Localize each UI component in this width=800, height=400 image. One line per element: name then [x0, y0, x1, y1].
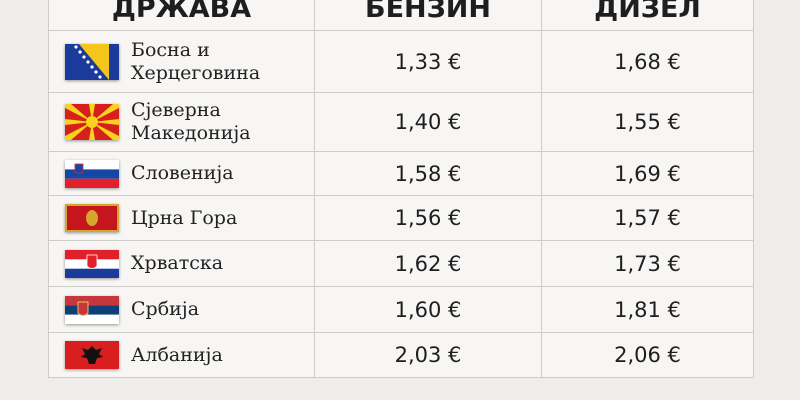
table-row: Србија 1,60 € 1,81 € — [49, 287, 753, 333]
diesel-price: 1,55 € — [614, 110, 681, 134]
country-name: Сјеверна Македонија — [131, 99, 251, 144]
diesel-price: 2,06 € — [614, 343, 681, 367]
table-row: Албанија 2,03 € 2,06 € — [49, 333, 753, 378]
petrol-price: 1,40 € — [315, 93, 542, 151]
table-row: Хрватска 1,62 € 1,73 € — [49, 241, 753, 287]
table-row: Сјеверна Македонија 1,40 € 1,55 € — [49, 93, 753, 152]
country-name: Црна Гора — [131, 206, 238, 229]
petrol-price: 1,56 € — [315, 196, 542, 240]
bosnia-flag-icon — [65, 43, 119, 80]
table-row: Црна Гора 1,56 € 1,57 € — [49, 196, 753, 241]
country-name: Србија — [131, 298, 200, 320]
croatia-flag-icon — [65, 249, 119, 278]
diesel-price: 1,69 € — [614, 161, 681, 186]
table-row: Босна и Херцеговина 1,33 € 1,68 € — [49, 31, 753, 93]
diesel-price: 1,57 € — [614, 206, 681, 230]
diesel-price: 1,73 € — [614, 251, 681, 276]
diesel-price: 1,81 € — [614, 297, 681, 322]
petrol-price: 1,58 € — [315, 152, 542, 195]
header-petrol: БЕНЗИН — [315, 0, 542, 30]
header-country: ДРЖАВА — [49, 0, 315, 30]
country-name: Босна и Херцеговина — [131, 38, 261, 84]
serbia-flag-icon — [65, 295, 119, 324]
petrol-price: 2,03 € — [315, 333, 542, 377]
diesel-price: 1,68 € — [614, 49, 681, 74]
north-macedonia-flag-icon — [65, 104, 119, 140]
montenegro-flag-icon — [65, 204, 119, 232]
petrol-price: 1,60 € — [315, 287, 542, 332]
petrol-price: 1,62 € — [315, 241, 542, 286]
country-name: Словенија — [131, 162, 234, 184]
table-row: Словенија 1,58 € 1,69 € — [49, 152, 753, 196]
country-name: Хрватска — [131, 252, 224, 274]
petrol-price: 1,33 € — [315, 31, 542, 92]
fuel-price-table: ДРЖАВА БЕНЗИН ДИЗЕЛ Босна и Херцеговина … — [48, 0, 754, 378]
albania-flag-icon — [65, 341, 119, 369]
slovenia-flag-icon — [65, 159, 119, 188]
header-diesel: ДИЗЕЛ — [594, 0, 701, 24]
table-header: ДРЖАВА БЕНЗИН ДИЗЕЛ — [49, 0, 753, 31]
country-name: Албанија — [131, 343, 223, 366]
